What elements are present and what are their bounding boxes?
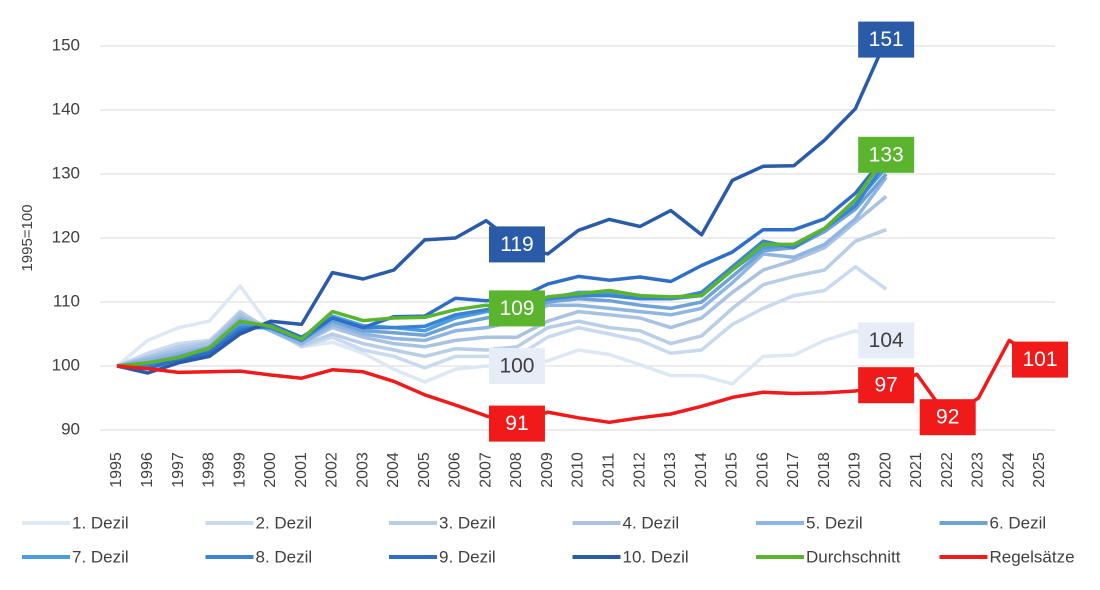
data-label-box [488,348,545,384]
data-label-box [488,290,545,327]
x-tick-label: 2014 [693,452,710,488]
x-tick-label: 2008 [508,452,525,488]
x-tick-label: 2022 [939,452,956,488]
x-tick-label: 2016 [754,452,771,488]
x-tick-label: 2007 [477,452,494,488]
x-tick-label: 2020 [877,452,894,488]
x-tick-label: 2021 [908,452,925,488]
x-tick-label: 1995 [108,452,125,488]
data-label: 104 [858,322,915,359]
x-tick-label: 2000 [262,452,279,488]
x-tick-label: 2002 [324,452,341,488]
x-tick-label: 2023 [970,452,987,488]
x-tick-label: 2017 [785,452,802,488]
legend-label: 5. Dezil [806,513,863,532]
data-label: 100 [488,348,545,384]
x-tick-label: 2011 [600,453,617,488]
data-label: 119 [488,226,545,263]
data-label: 151 [858,21,915,58]
data-label-box [858,367,915,404]
y-tick-label: 140 [52,99,80,118]
x-tick-label: 2025 [1031,452,1048,488]
data-label: 92 [919,399,976,436]
x-tick-label: 2003 [354,452,371,488]
data-label: 109 [488,290,545,327]
data-label-text: 119 [500,233,533,256]
legend-label: Durchschnitt [806,547,901,566]
legend-label: 1. Dezil [72,513,129,532]
x-tick-label: 2001 [293,452,310,488]
x-tick-label: 2012 [631,452,648,488]
legend-label: 3. Dezil [439,513,496,532]
x-tick-label: 2005 [416,452,433,488]
x-tick-label: 2004 [385,452,402,488]
data-label-text: 133 [869,143,904,166]
legend-label: 8. Dezil [256,547,313,566]
y-tick-label: 150 [52,35,80,54]
data-label-text: 104 [869,329,904,352]
x-tick-label: 1998 [201,452,218,488]
data-label-text: 91 [505,412,528,435]
x-tick-label: 2018 [816,452,833,488]
data-label-text: 109 [499,297,534,320]
data-label-box [919,399,976,436]
data-label-box [1012,341,1068,378]
x-tick-label: 2019 [847,452,864,488]
y-axis-label: 1995=100 [19,204,36,271]
legend-label: 6. Dezil [990,513,1047,532]
y-tick-label: 100 [52,355,80,374]
x-tick-label: 2024 [1000,452,1017,488]
legend-label: 10. Dezil [623,547,689,566]
y-tick-label: 90 [61,419,80,438]
y-tick-label: 120 [52,227,80,246]
x-tick-label: 2006 [447,452,464,488]
data-label-text: 92 [936,406,959,429]
data-label-text: 101 [1022,348,1057,371]
x-tick-label: 1997 [170,452,187,488]
x-tick-label: 1996 [139,452,156,488]
data-label-box [488,226,545,263]
legend-label: 7. Dezil [72,547,129,566]
data-label-text: 97 [874,374,897,397]
x-tick-label: 1999 [231,452,248,488]
series-line [116,195,888,368]
legend-label: Regelsätze [990,547,1075,566]
x-tick-label: 2013 [662,452,679,488]
data-label-text: 100 [499,355,534,378]
x-tick-label: 2009 [539,452,556,488]
legend-label: 2. Dezil [256,513,313,532]
data-label: 97 [858,367,915,404]
data-label-box [858,322,915,359]
data-label-text: 151 [869,28,904,51]
data-label: 91 [488,405,545,442]
legend-label: 4. Dezil [623,513,680,532]
data-label: 101 [1012,341,1068,378]
y-tick-label: 110 [53,291,80,310]
data-label: 133 [858,136,915,173]
data-label-box [858,21,915,58]
data-label-box [858,136,915,173]
x-tick-label: 2015 [724,452,741,488]
x-tick-label: 2010 [570,452,587,488]
data-label-box [488,405,545,442]
y-tick-label: 130 [52,163,80,182]
legend-label: 9. Dezil [439,547,496,566]
